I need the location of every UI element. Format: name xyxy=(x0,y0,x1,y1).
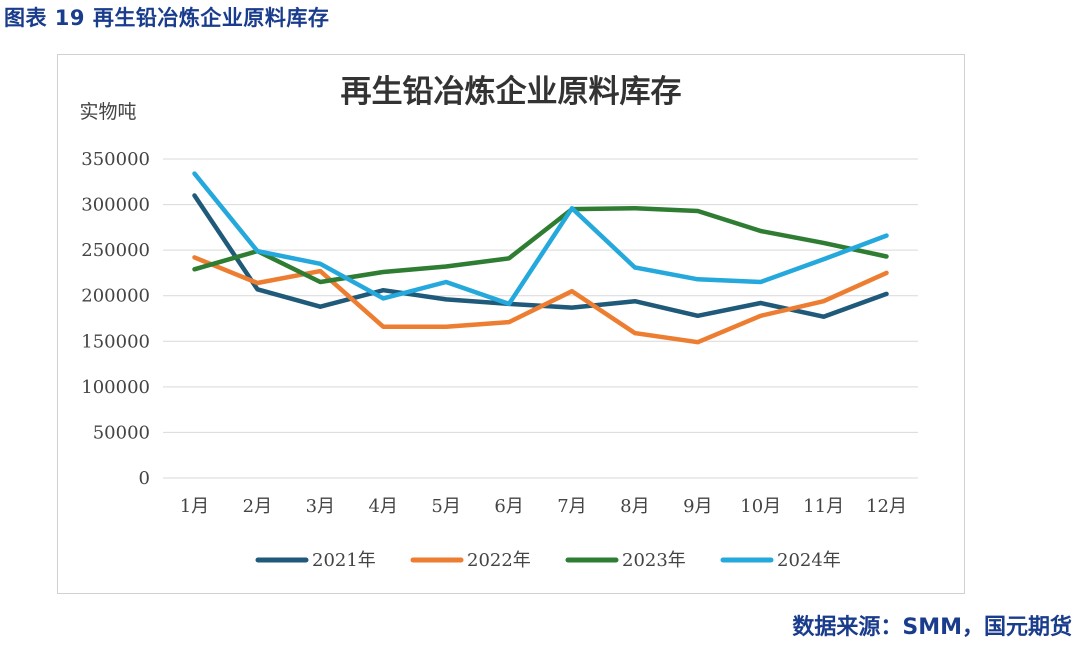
line-chart: 再生铅冶炼企业原料库存 实物吨 0 50000 100000 150000 200000… xyxy=(79,74,918,571)
y-tick-label: 250000 xyxy=(81,240,150,261)
x-tick-label: 1月 xyxy=(180,496,209,517)
legend-label: 2021年 xyxy=(312,550,376,571)
series-line-2023 xyxy=(192,205,889,285)
x-tick-label: 5月 xyxy=(431,496,460,517)
y-axis-label: 实物吨 xyxy=(79,101,136,123)
x-tick-label: 7月 xyxy=(557,496,586,517)
y-tick-labels: 0 50000 100000 150000 200000 250000 300000 3500… xyxy=(81,149,150,489)
series-layer xyxy=(192,171,889,345)
y-tick-label: 100000 xyxy=(81,377,150,398)
legend-label: 2024年 xyxy=(777,550,841,571)
x-tick-label: 11月 xyxy=(803,496,844,517)
x-tick-label: 12月 xyxy=(866,496,907,517)
x-tick-label: 8月 xyxy=(620,496,649,517)
source-note: 数据来源：SMM，国元期货 xyxy=(792,615,1072,640)
x-tick-label: 4月 xyxy=(368,496,397,517)
series-line-2022 xyxy=(192,255,889,345)
chart-frame: 再生铅冶炼企业原料库存 实物吨 0 50000 100000 150000 200000… xyxy=(57,54,965,594)
x-tick-label: 2月 xyxy=(243,496,272,517)
grid-layer xyxy=(163,158,918,479)
chart-title: 再生铅冶炼企业原料库存 xyxy=(341,74,682,110)
x-tick-label: 9月 xyxy=(683,496,712,517)
y-tick-label: 200000 xyxy=(81,286,150,307)
x-tick-label: 6月 xyxy=(494,496,523,517)
y-tick-label: 150000 xyxy=(81,331,150,352)
y-tick-label: 350000 xyxy=(81,149,150,170)
series-line-2024 xyxy=(192,171,889,307)
x-tick-label: 10月 xyxy=(740,496,781,517)
figure-caption: 图表 19 再生铅冶炼企业原料库存 xyxy=(4,6,330,30)
legend-label: 2022年 xyxy=(467,550,531,571)
y-tick-label: 50000 xyxy=(93,422,150,443)
y-tick-label: 300000 xyxy=(81,195,150,216)
legend: 2021年 2022年 2023年 2024年 xyxy=(255,550,841,571)
x-tick-label: 3月 xyxy=(306,496,335,517)
y-tick-label: 0 xyxy=(139,468,150,489)
x-tick-labels: 1月 2月 3月 4月 5月 6月 7月 8月 9月 10月 11月 12月 xyxy=(180,496,907,517)
legend-label: 2023年 xyxy=(622,550,686,571)
